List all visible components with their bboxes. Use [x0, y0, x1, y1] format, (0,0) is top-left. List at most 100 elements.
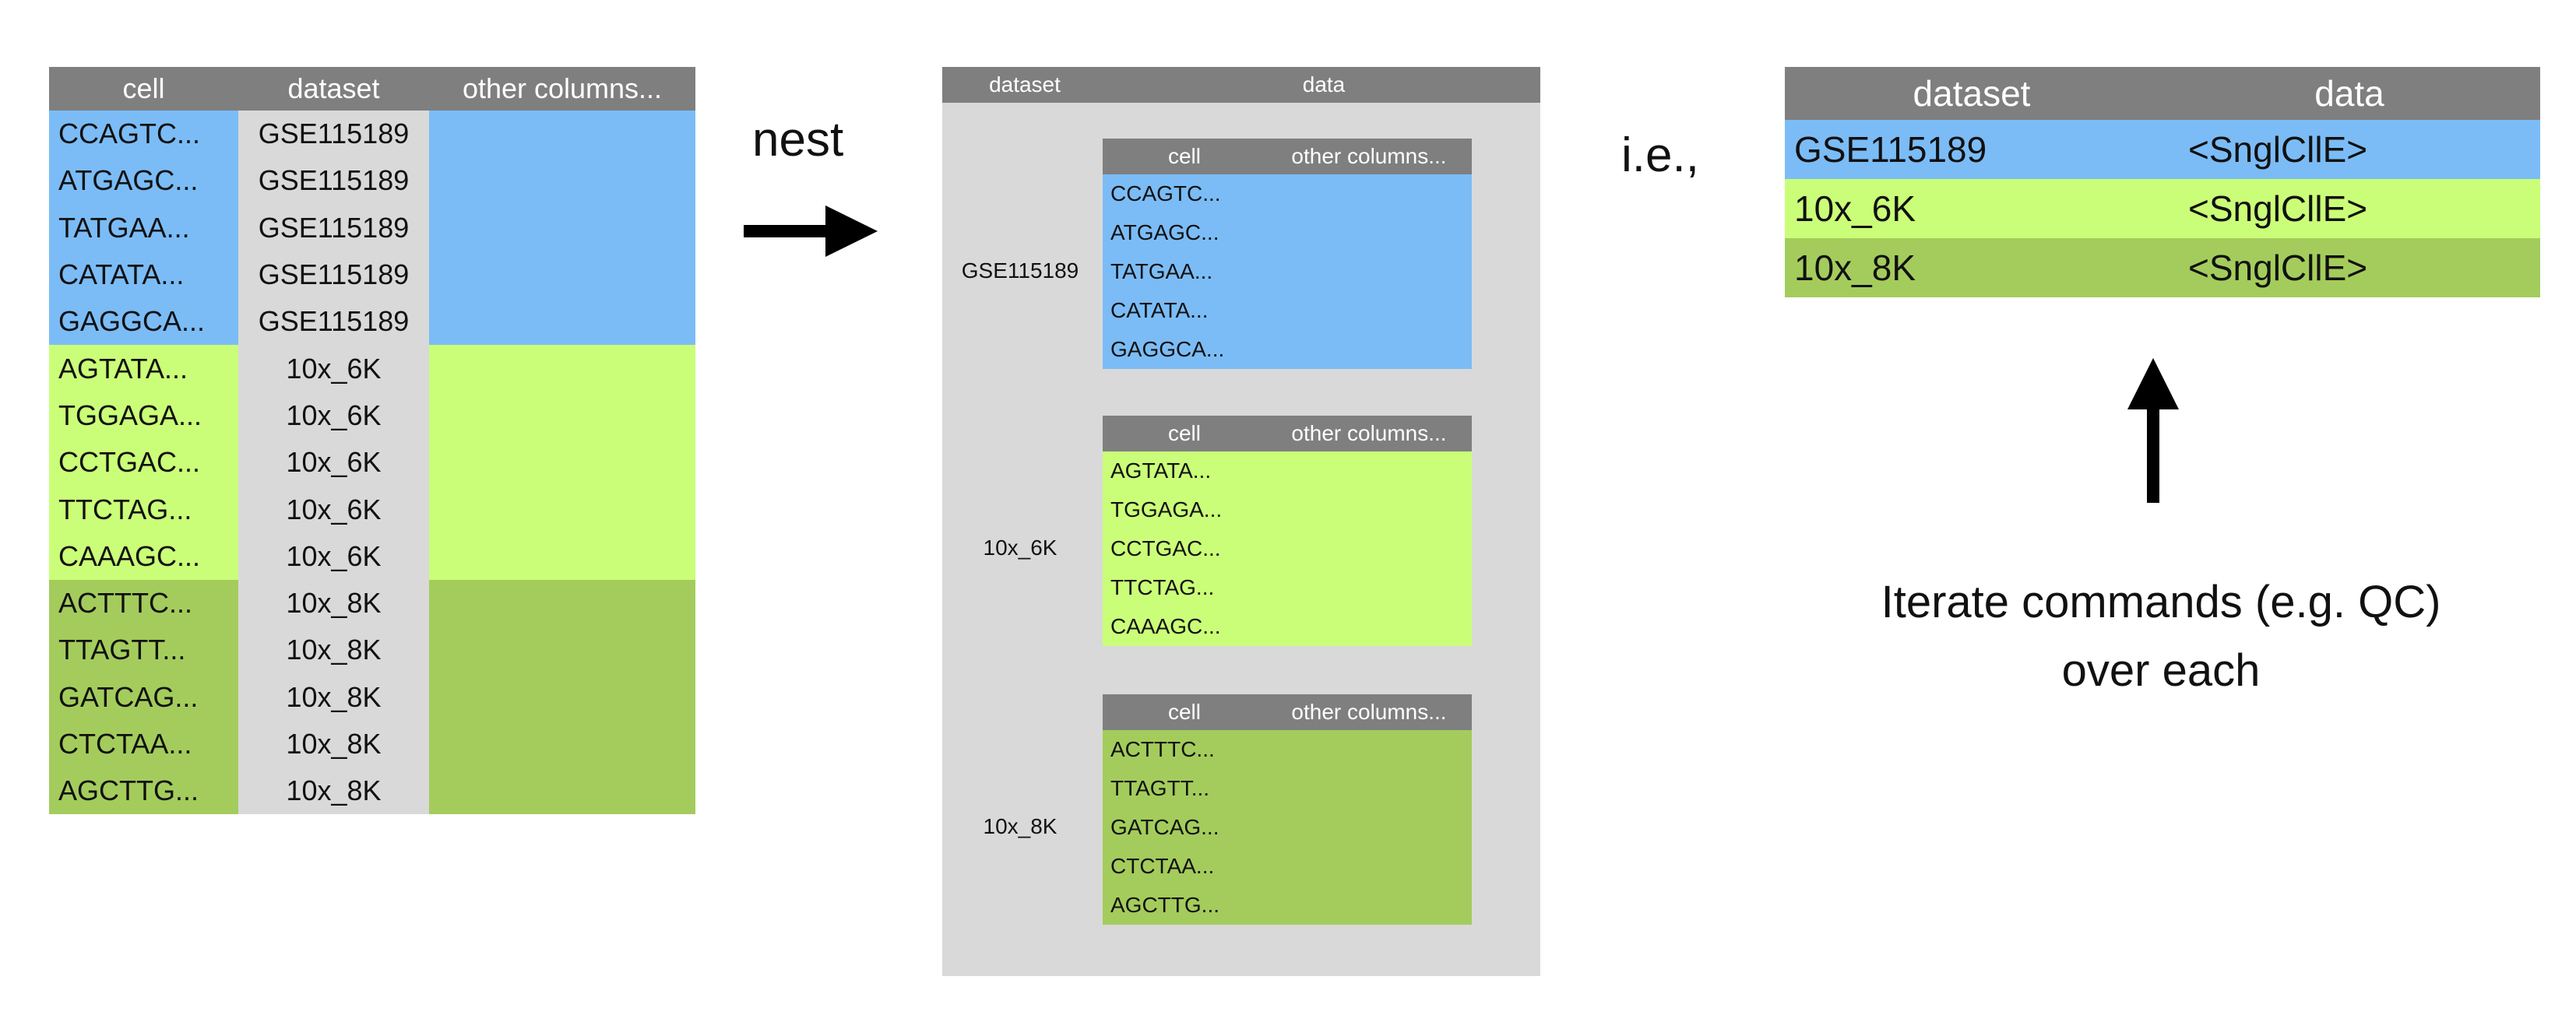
cell-id: TGGAGA...	[49, 392, 238, 440]
header-data: data	[1302, 72, 1346, 97]
table-row: AGTATA... 10x_6K	[49, 345, 695, 392]
inner-header-other-columns: other columns...	[1291, 700, 1447, 724]
cell-id: TATGAA...	[49, 204, 238, 251]
cell-id: TTAGTT...	[49, 627, 238, 674]
table-row: TATGAA... GSE115189	[49, 204, 695, 251]
other-columns-value	[429, 204, 695, 251]
inner-table-header: cell other columns...	[1103, 139, 1472, 174]
table-row: AGCTTG... 10x_8K	[49, 767, 695, 815]
other-columns-value	[429, 157, 695, 205]
dataset-value: GSE115189	[238, 204, 429, 251]
cell-id: CATATA...	[49, 251, 238, 299]
inner-table-header: cell other columns...	[1103, 416, 1472, 451]
dataset-value: GSE115189	[238, 298, 429, 346]
table-row: TTAGTT... 10x_8K	[49, 627, 695, 674]
table-row: TGGAGA... 10x_6K	[49, 392, 695, 440]
other-columns-value	[429, 111, 695, 158]
other-columns-value	[429, 673, 695, 721]
inner-table-row: TGGAGA...	[1103, 490, 1472, 529]
dataset-value: 10x_6K	[238, 532, 429, 580]
inner-table-row: CCAGTC...	[1103, 174, 1472, 213]
inner-table-row: CCTGAC...	[1103, 529, 1472, 568]
dataset-value: GSE115189	[238, 251, 429, 299]
cell-id: TTCTAG...	[49, 486, 238, 533]
header-data: data	[2314, 73, 2384, 114]
inner-table-row: ATGAGC...	[1103, 213, 1472, 252]
other-columns-value	[429, 345, 695, 392]
summary-dataset: 10x_8K	[1794, 248, 1916, 288]
cell-id: CCAGTC...	[49, 111, 238, 158]
dataset-value: 10x_6K	[238, 345, 429, 392]
summary-table: dataset data GSE115189 <SnglCllE> 10x_6K <S…	[1785, 67, 2540, 297]
header-dataset: dataset	[287, 72, 380, 104]
inner-table-row: AGTATA...	[1103, 451, 1472, 490]
summary-row: 10x_6K <SnglCllE>	[1785, 179, 2540, 238]
cell-id: AGTATA...	[49, 345, 238, 392]
nest-label: nest	[752, 113, 844, 167]
flat-table-header: cell dataset other columns...	[49, 67, 695, 111]
summary-row: GSE115189 <SnglCllE>	[1785, 120, 2540, 179]
inner-table-header: cell other columns...	[1103, 694, 1472, 730]
other-columns-value	[429, 579, 695, 627]
other-columns-value	[429, 532, 695, 580]
summary-table-body: GSE115189 <SnglCllE> 10x_6K <SnglCllE> 10x_8…	[1785, 120, 2540, 297]
cell-id: CTCTAA...	[49, 720, 238, 768]
group-dataset-label: 10x_8K	[983, 814, 1057, 838]
dataset-value: 10x_6K	[238, 486, 429, 533]
cell-id: GAGGCA...	[49, 298, 238, 346]
other-columns-value	[429, 251, 695, 299]
group-dataset-label: GSE115189	[961, 258, 1079, 283]
summary-data: <SnglCllE>	[2188, 188, 2368, 229]
summary-data: <SnglCllE>	[2188, 248, 2368, 288]
cell-id: ACTTTC...	[49, 579, 238, 627]
inner-table: cell other columns... CCAGTC... ATGAGC... TA…	[1103, 139, 1472, 369]
other-columns-value	[429, 627, 695, 674]
cell-id: GATCAG...	[49, 673, 238, 721]
dataset-value: 10x_8K	[238, 673, 429, 721]
dataset-value: GSE115189	[238, 111, 429, 158]
inner-table-row: ACTTTC...	[1103, 730, 1472, 769]
dataset-value: 10x_8K	[238, 627, 429, 674]
summary-row: 10x_8K <SnglCllE>	[1785, 238, 2540, 297]
other-columns-value	[429, 392, 695, 440]
cell-id: CCTGAC...	[49, 439, 238, 486]
cell-id: AGCTTG...	[49, 767, 238, 815]
other-columns-value	[429, 720, 695, 768]
inner-header-other-columns: other columns...	[1291, 421, 1447, 445]
dataset-value: 10x_8K	[238, 579, 429, 627]
table-row: CAAAGC... 10x_6K	[49, 532, 695, 580]
table-row: CCAGTC... GSE115189	[49, 111, 695, 158]
summary-dataset: 10x_6K	[1794, 188, 1916, 229]
other-columns-value	[429, 298, 695, 346]
dataset-value: 10x_6K	[238, 439, 429, 486]
table-row: GATCAG... 10x_8K	[49, 673, 695, 721]
dataset-value: GSE115189	[238, 157, 429, 205]
up-arrow-icon	[2127, 358, 2179, 503]
inner-table: cell other columns... AGTATA... TGGAGA... CC…	[1103, 416, 1472, 646]
inner-header-other-columns: other columns...	[1291, 144, 1447, 168]
header-cell: cell	[122, 72, 165, 104]
header-dataset: dataset	[989, 72, 1061, 97]
table-row: CATATA... GSE115189	[49, 251, 695, 299]
nested-table-header: dataset data	[942, 67, 1540, 103]
table-row: CTCTAA... 10x_8K	[49, 720, 695, 768]
inner-table-row: TTAGTT...	[1103, 769, 1472, 808]
iterate-caption: Iterate commands (e.g. QC) over each	[1791, 568, 2531, 705]
flat-table: cell dataset other columns... CCAGTC... G…	[49, 67, 695, 815]
summary-dataset: GSE115189	[1794, 129, 1987, 170]
inner-table: cell other columns... ACTTTC... TTAGTT... GA…	[1103, 694, 1472, 925]
table-row: ACTTTC... 10x_8K	[49, 579, 695, 627]
inner-table-row: GATCAG...	[1103, 808, 1472, 847]
iterate-caption-line-2: over each	[2061, 645, 2261, 696]
inner-table-row: CTCTAA...	[1103, 847, 1472, 886]
header-dataset: dataset	[1913, 73, 2031, 114]
dataset-value: 10x_8K	[238, 767, 429, 815]
summary-data: <SnglCllE>	[2188, 129, 2368, 170]
inner-header-cell: cell	[1167, 700, 1201, 724]
inner-table-row: CATATA...	[1103, 291, 1472, 330]
ie-label: i.e.,	[1621, 128, 1699, 182]
group-dataset-label: 10x_6K	[983, 536, 1057, 560]
inner-table-row: TATGAA...	[1103, 252, 1472, 291]
cell-id: ATGAGC...	[49, 157, 238, 205]
other-columns-value	[429, 486, 695, 533]
